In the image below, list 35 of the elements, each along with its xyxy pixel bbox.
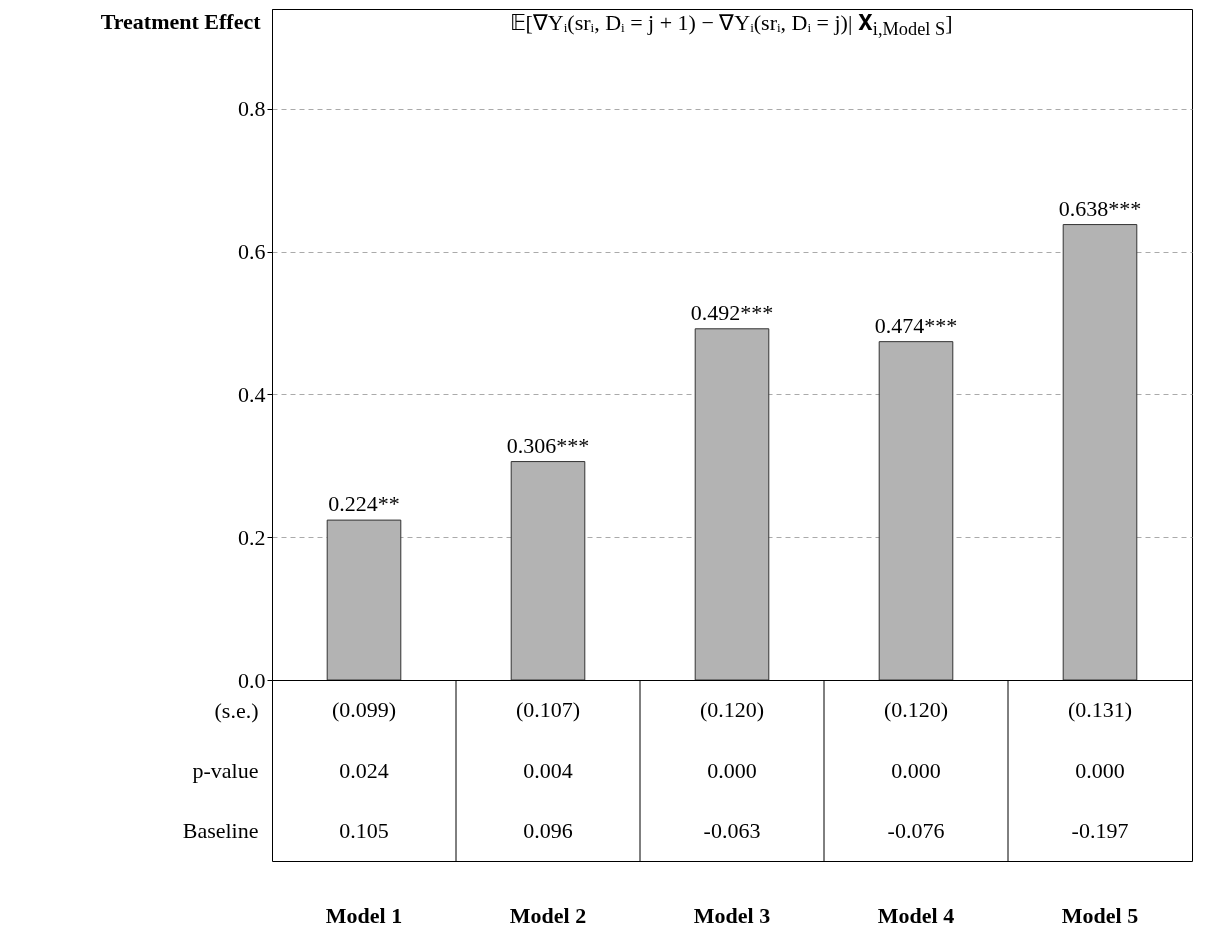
text: (0.131) [1067, 697, 1133, 723]
category-label: Model 2 [509, 902, 587, 928]
y-tick-label: 0.2 [238, 524, 266, 550]
data-label: 0.638*** [1058, 195, 1142, 221]
text: 0.000 [707, 757, 757, 783]
text: 0.000 [891, 757, 941, 783]
text: -0.197 [1071, 817, 1129, 843]
y-axis-title: Treatment Effect [100, 8, 262, 34]
text: -0.076 [887, 817, 945, 843]
text: (0.120) [699, 697, 765, 723]
y-tick-label: 0.6 [238, 239, 266, 265]
text: -0.063 [703, 817, 761, 843]
y-tick-label: 0.8 [238, 96, 266, 122]
data-label: 0.492*** [690, 299, 774, 325]
category-label: Model 4 [877, 902, 955, 928]
category-label: Model 1 [325, 902, 403, 928]
text: 0.004 [523, 757, 573, 783]
text: (0.099) [331, 697, 397, 723]
category-label: p-value [192, 758, 259, 783]
y-tick-label: 0.0 [238, 667, 266, 693]
chart-title: 𝔼[∇Yᵢ(srᵢ, Dᵢ = j + 1) − ∇Yᵢ(srᵢ, Dᵢ = j)| 𝐗$_{i,Model S}$] [508, 10, 954, 42]
category-label: Model 5 [1061, 902, 1139, 928]
data-label: 0.224** [328, 491, 400, 517]
text: 0.000 [1075, 757, 1125, 783]
category-label: Baseline [182, 818, 259, 844]
text: 0.105 [339, 817, 389, 843]
y-tick-label: 0.4 [238, 381, 266, 407]
text: 0.024 [339, 757, 389, 783]
text: 0.096 [523, 817, 573, 843]
data-label: 0.306*** [506, 432, 590, 458]
data-label: 0.474*** [874, 312, 958, 338]
text: (0.107) [515, 697, 581, 723]
text: (0.120) [883, 697, 949, 723]
category-label: (s.e.) [214, 697, 259, 723]
category-label: Model 3 [693, 902, 771, 928]
